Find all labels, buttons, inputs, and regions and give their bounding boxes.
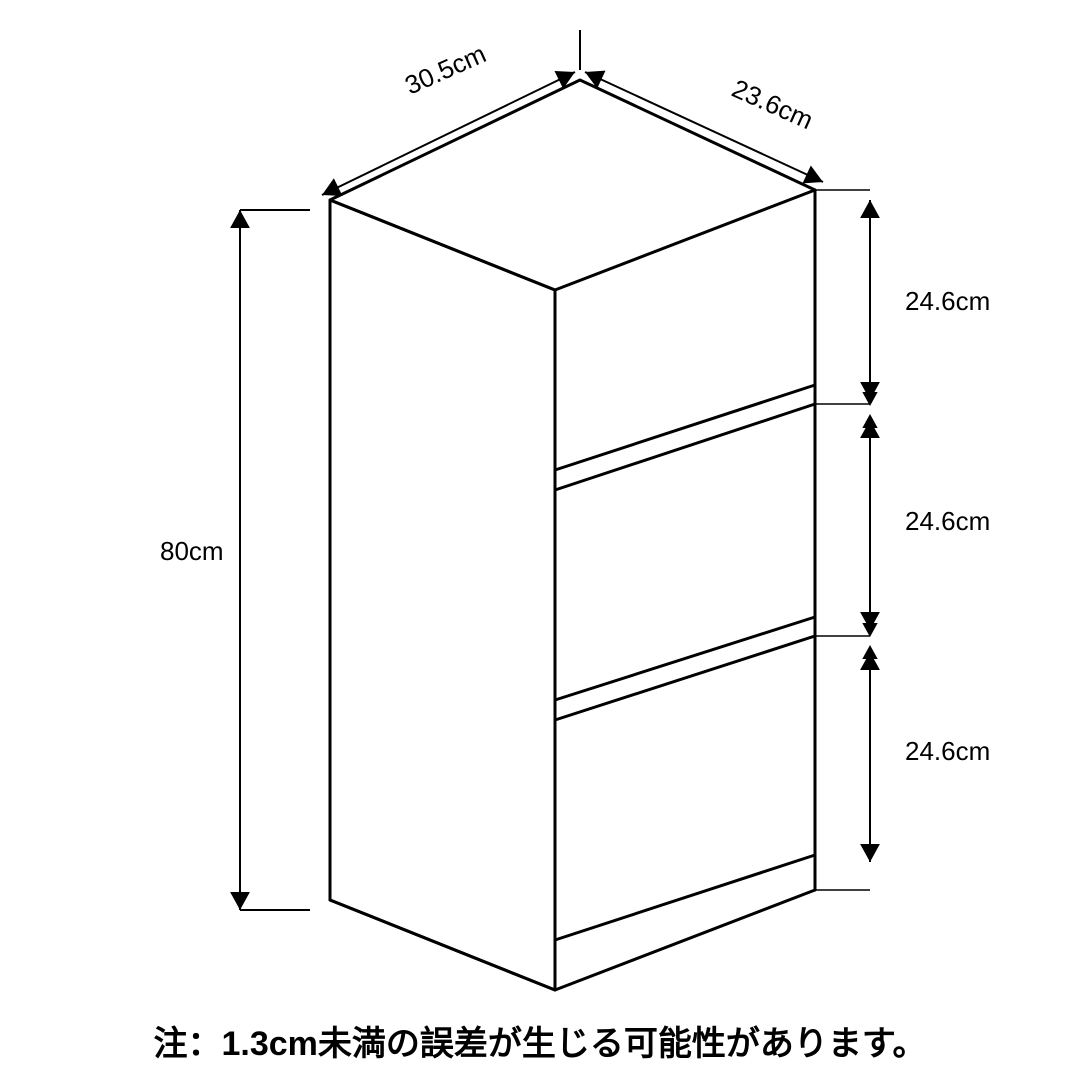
tolerance-note: 注：1.3cm未満の誤差が生じる可能性があります。	[153, 1025, 926, 1063]
dim-label-height: 80cm	[160, 536, 224, 566]
dim-label-shelf1: 24.6cm	[905, 286, 990, 316]
dim-label-depth: 23.6cm	[728, 73, 818, 135]
shelf-isometric	[330, 80, 815, 990]
dim-label-shelf3: 24.6cm	[905, 736, 990, 766]
dim-label-shelf2: 24.6cm	[905, 506, 990, 536]
dim-label-width: 30.5cm	[400, 38, 490, 100]
